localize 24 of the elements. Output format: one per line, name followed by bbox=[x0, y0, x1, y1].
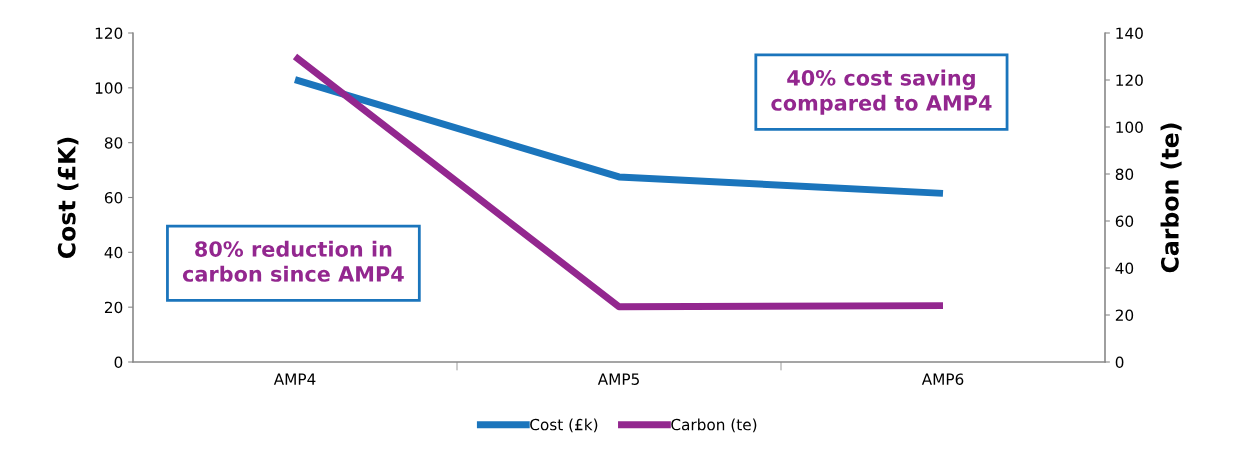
y-tick-label: 80 bbox=[104, 137, 123, 149]
annotation: 80% reduction in carbon since AMP4 bbox=[182, 240, 404, 282]
x-tick-label: AMP5 bbox=[597, 373, 639, 385]
y2-tick-label: 20 bbox=[1115, 309, 1134, 322]
y2-tick-label: 40 bbox=[1115, 262, 1134, 275]
legend-label: Carbon (te) bbox=[671, 418, 757, 433]
y-tick-label: 60 bbox=[104, 191, 123, 204]
x-tick-label: AMP4 bbox=[273, 373, 316, 385]
y2-axis-title: Carbon (te) bbox=[1160, 123, 1182, 273]
y2-tick-label: 60 bbox=[1115, 215, 1134, 228]
y-axis-title: Cost (£K) bbox=[57, 137, 79, 259]
y-tick-label: 100 bbox=[95, 82, 123, 94]
legend-label: Cost (£k) bbox=[530, 418, 598, 433]
y-tick-label: 0 bbox=[114, 356, 123, 369]
y2-tick-label: 120 bbox=[1116, 74, 1143, 87]
y2-tick-label: 0 bbox=[1115, 356, 1124, 369]
x-tick-label: AMP6 bbox=[921, 373, 964, 385]
y-tick-label: 40 bbox=[104, 246, 123, 259]
annotation: 40% cost saving compared to AMP4 bbox=[771, 69, 992, 115]
y2-tick-label: 80 bbox=[1115, 168, 1134, 181]
y2-tick-label: 140 bbox=[1116, 27, 1143, 40]
y-tick-label: 20 bbox=[104, 301, 123, 314]
y-tick-label: 120 bbox=[95, 27, 123, 40]
y2-tick-label: 100 bbox=[1116, 121, 1143, 134]
